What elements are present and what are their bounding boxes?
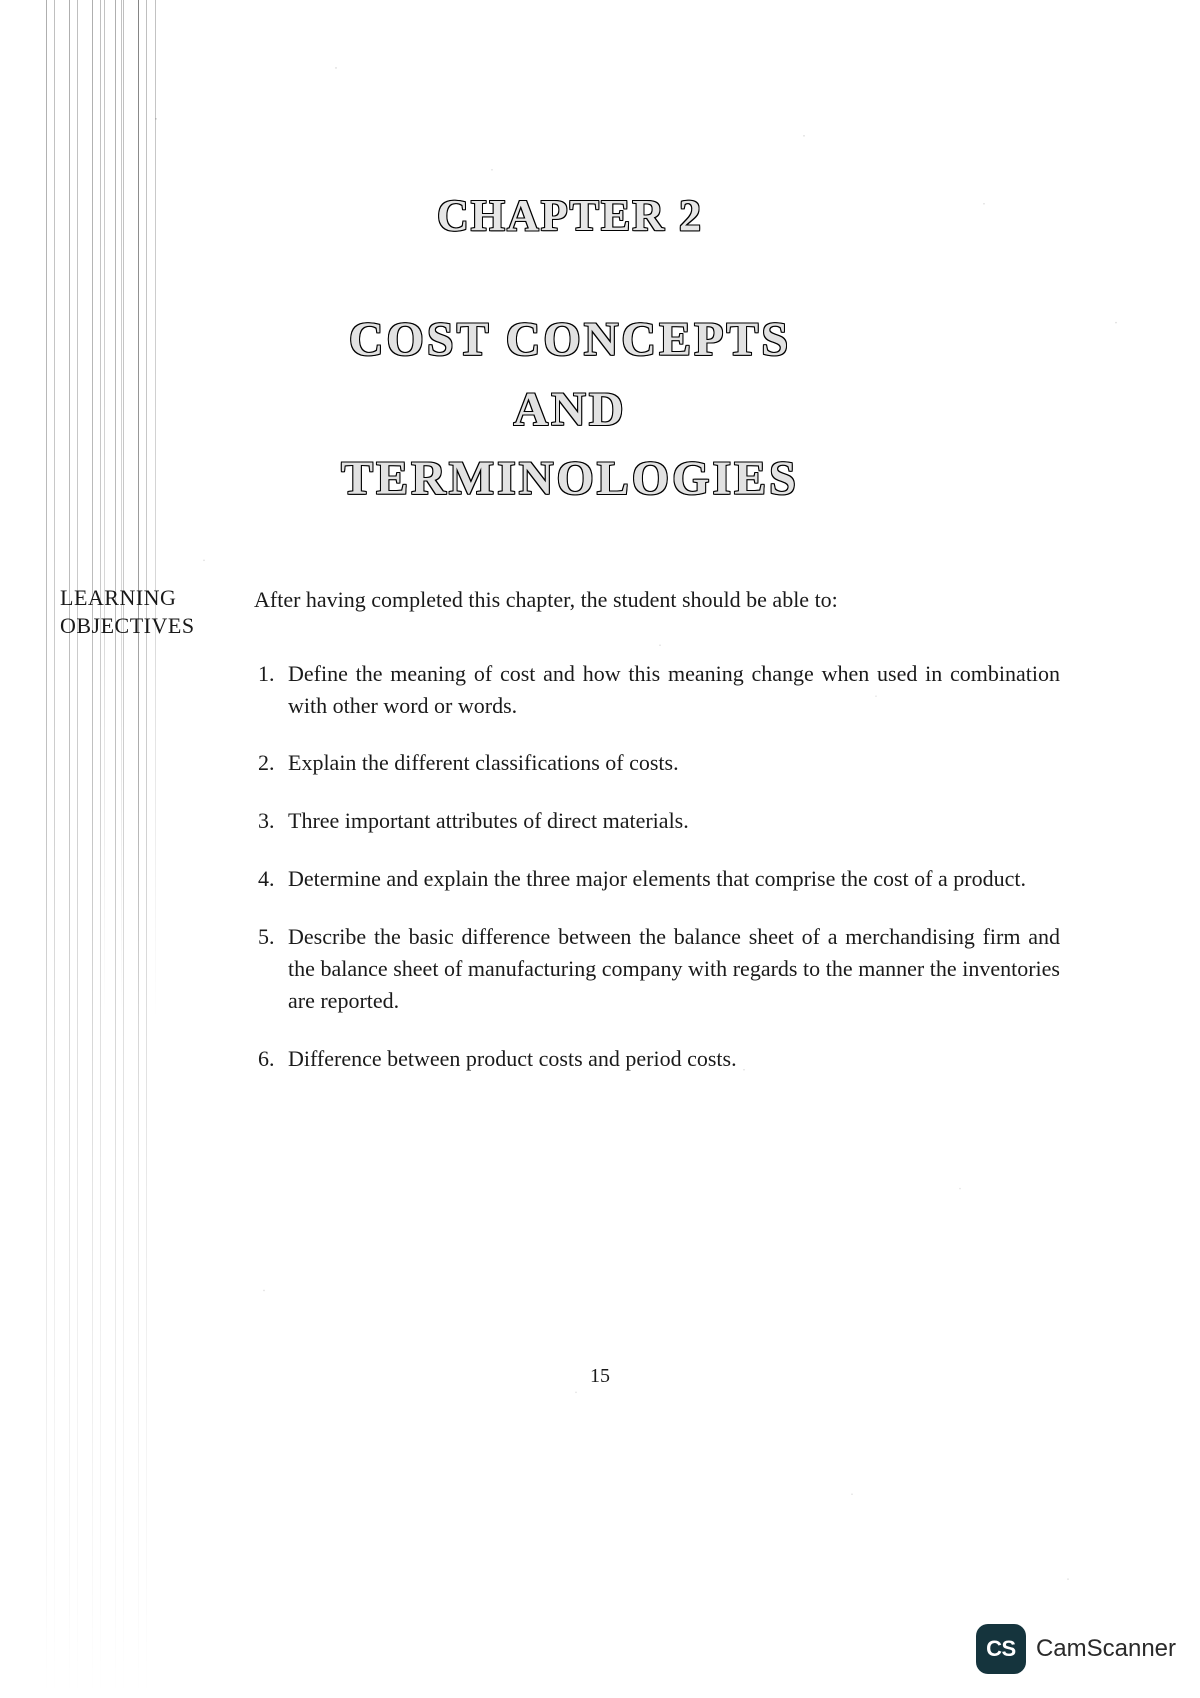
list-text: Determine and explain the three major el…: [288, 866, 1026, 891]
list-number: 3.: [258, 805, 275, 837]
list-number: 6.: [258, 1043, 275, 1075]
list-text: Three important attributes of direct mat…: [288, 808, 689, 833]
scanned-page: CHAPTER 2 COST CONCEPTS AND TERMINOLOGIE…: [0, 0, 1200, 1698]
list-text: Define the meaning of cost and how this …: [288, 661, 1060, 718]
intro-text: After having completed this chapter, the…: [254, 584, 1080, 616]
chapter-title-line-3: TERMINOLOGIES: [60, 444, 1080, 514]
list-text: Describe the basic difference between th…: [288, 924, 1060, 1013]
chapter-title: COST CONCEPTS AND TERMINOLOGIES: [60, 305, 1080, 514]
list-item: 4. Determine and explain the three major…: [288, 863, 1080, 895]
chapter-number: CHAPTER 2: [60, 190, 1080, 241]
list-item: 1. Define the meaning of cost and how th…: [288, 658, 1080, 722]
side-label-learning-objectives: LEARNING OBJECTIVES: [60, 584, 220, 1101]
side-label-line-1: LEARNING: [60, 584, 220, 613]
page-number: 15: [590, 1365, 610, 1388]
list-number: 2.: [258, 747, 275, 779]
objectives-list: 1. Define the meaning of cost and how th…: [254, 658, 1080, 1075]
list-item: 5. Describe the basic difference between…: [288, 921, 1080, 1017]
list-number: 1.: [258, 658, 275, 690]
list-text: Difference between product costs and per…: [288, 1046, 737, 1071]
chapter-title-line-2: AND: [60, 375, 1080, 445]
content-column: After having completed this chapter, the…: [254, 584, 1080, 1101]
chapter-heading-block: CHAPTER 2 COST CONCEPTS AND TERMINOLOGIE…: [60, 190, 1080, 514]
list-item: 3. Three important attributes of direct …: [288, 805, 1080, 837]
list-number: 4.: [258, 863, 275, 895]
side-label-line-2: OBJECTIVES: [60, 612, 220, 641]
camscanner-watermark: CS CamScanner: [976, 1624, 1176, 1674]
camscanner-label: CamScanner: [1036, 1635, 1176, 1663]
chapter-title-line-1: COST CONCEPTS: [60, 305, 1080, 375]
list-item: 6. Difference between product costs and …: [288, 1043, 1080, 1075]
list-item: 2. Explain the different classifications…: [288, 747, 1080, 779]
body-columns: LEARNING OBJECTIVES After having complet…: [60, 584, 1080, 1101]
camscanner-badge-icon: CS: [976, 1624, 1026, 1674]
list-text: Explain the different classifications of…: [288, 750, 679, 775]
list-number: 5.: [258, 921, 275, 953]
